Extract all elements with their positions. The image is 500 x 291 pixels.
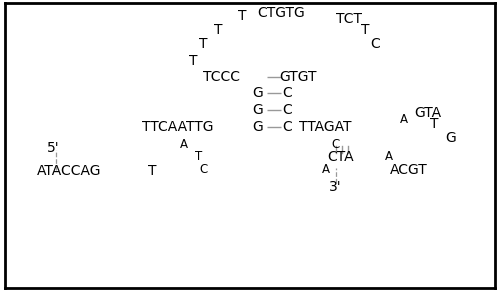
Text: T: T [148,164,156,178]
Text: G: G [446,131,456,146]
Text: A: A [322,163,330,176]
Text: A: A [180,138,188,150]
Text: ACGT: ACGT [390,163,428,177]
Text: 3': 3' [330,180,342,194]
Text: C: C [282,86,292,100]
Text: T: T [361,23,370,37]
Text: GTA: GTA [414,106,442,120]
Text: C: C [332,138,340,150]
Text: TTAGAT: TTAGAT [299,120,352,134]
Text: 5': 5' [46,141,60,155]
Text: CTA: CTA [328,150,354,164]
Text: ATACCAG: ATACCAG [37,164,102,178]
Text: T: T [238,9,247,23]
Text: C: C [200,163,207,176]
Text: G: G [252,103,262,117]
Text: T: T [214,23,222,37]
Text: A: A [400,113,407,126]
Text: TCCC: TCCC [204,70,240,84]
Text: C: C [282,103,292,117]
Text: T: T [430,117,438,131]
Text: C: C [282,120,292,134]
Text: T: T [190,54,198,68]
Text: A: A [385,150,393,164]
Text: T: T [195,150,202,164]
Text: CTGTG: CTGTG [258,6,305,20]
Text: G: G [252,120,262,134]
Text: T: T [199,37,207,51]
Text: C: C [370,37,380,51]
Text: G: G [252,86,262,100]
Text: TCT: TCT [336,12,362,26]
Text: TTCAATTG: TTCAATTG [142,120,214,134]
Text: GTGT: GTGT [280,70,317,84]
